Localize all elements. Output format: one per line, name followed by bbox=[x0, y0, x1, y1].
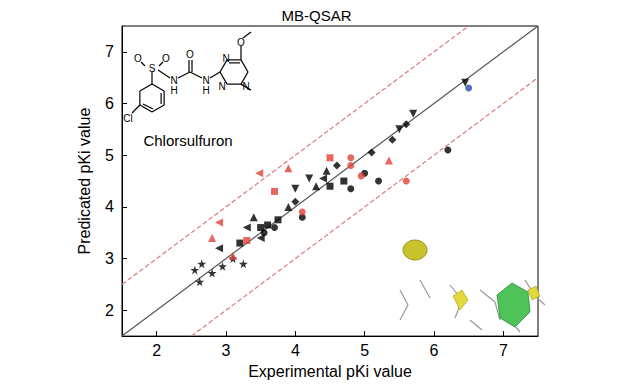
svg-text:N: N bbox=[202, 74, 210, 86]
svg-text:2: 2 bbox=[152, 342, 161, 359]
svg-text:H: H bbox=[170, 85, 177, 96]
svg-text:4: 4 bbox=[105, 198, 114, 215]
svg-text:N: N bbox=[222, 53, 229, 64]
svg-text:7: 7 bbox=[499, 342, 508, 359]
svg-text:5: 5 bbox=[360, 342, 369, 359]
svg-text:Experimental pKi value: Experimental pKi value bbox=[248, 363, 412, 380]
svg-text:5: 5 bbox=[105, 147, 114, 164]
svg-text:H: H bbox=[202, 85, 209, 96]
svg-text:3: 3 bbox=[222, 342, 231, 359]
svg-text:6: 6 bbox=[105, 95, 114, 112]
svg-text:Cl: Cl bbox=[123, 113, 132, 124]
svg-text:6: 6 bbox=[430, 342, 439, 359]
svg-text:N: N bbox=[242, 81, 249, 92]
svg-text:O: O bbox=[134, 53, 142, 64]
svg-text:O: O bbox=[162, 53, 170, 64]
svg-text:MB-QSAR: MB-QSAR bbox=[281, 7, 351, 24]
svg-text:Predicated pKi value: Predicated pKi value bbox=[76, 108, 93, 255]
svg-text:S: S bbox=[149, 63, 156, 74]
svg-text:Chlorsulfuron: Chlorsulfuron bbox=[143, 132, 232, 149]
svg-text:3: 3 bbox=[105, 250, 114, 267]
svg-text:7: 7 bbox=[105, 43, 114, 60]
svg-text:4: 4 bbox=[291, 342, 300, 359]
svg-text:N: N bbox=[170, 74, 178, 86]
svg-text:N: N bbox=[218, 81, 225, 92]
svg-text:O: O bbox=[237, 37, 245, 48]
svg-text:2: 2 bbox=[105, 302, 114, 319]
svg-text:O: O bbox=[186, 49, 194, 60]
